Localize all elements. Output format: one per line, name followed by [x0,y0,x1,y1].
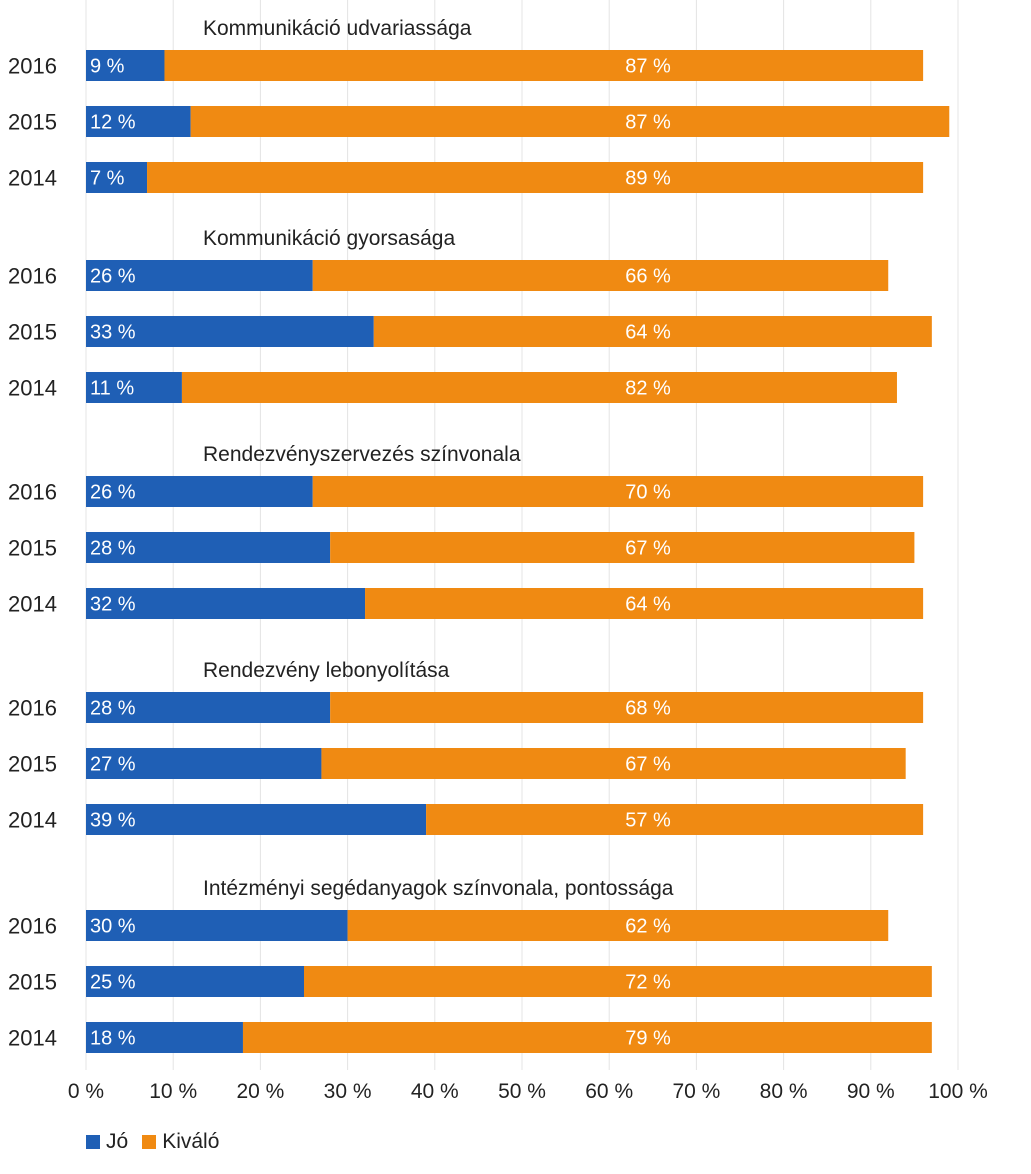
bar-jo [86,106,191,137]
year-label: 2015 [8,110,57,135]
year-label: 2016 [8,54,57,79]
data-label-jo: 28 % [90,698,136,720]
data-label-jo: 18 % [90,1028,136,1050]
bar-kivalo [312,260,889,291]
x-tick-label: 70 % [672,1080,720,1103]
x-tick-label: 80 % [760,1080,808,1103]
data-label-kivalo: 64 % [625,594,671,616]
bar-kivalo [330,532,915,563]
x-tick-label: 40 % [411,1080,459,1103]
x-tick-label: 0 % [68,1080,104,1103]
year-label: 2014 [8,376,57,401]
bar-jo [86,260,313,291]
data-label-kivalo: 87 % [625,56,671,78]
bar-kivalo [426,804,924,835]
data-label-jo: 11 % [90,378,134,400]
data-label-jo: 26 % [90,266,136,288]
data-label-jo: 12 % [90,112,136,134]
bar-kivalo [164,50,924,81]
x-tick-label: 30 % [324,1080,372,1103]
year-label: 2016 [8,696,57,721]
group-title: Rendezvény lebonyolítása [203,659,450,682]
legend-label-kivalo: Kiváló [162,1130,220,1153]
bar-jo [86,1022,243,1053]
bar-kivalo [312,476,924,507]
data-label-jo: 27 % [90,754,136,776]
year-label: 2014 [8,592,57,617]
stacked-bar-chart: Kommunikáció udvariassága 2016 9 % 87 % 2015… [8,0,988,1103]
x-tick-label: 20 % [236,1080,284,1103]
data-label-jo: 26 % [90,482,136,504]
bar-kivalo [330,692,924,723]
data-label-jo: 30 % [90,916,136,938]
data-label-jo: 9 % [90,56,125,78]
bar-jo [86,910,348,941]
legend-item-jo: Jó [86,1130,128,1154]
bar-jo [86,316,374,347]
bar-jo [86,692,331,723]
data-label-kivalo: 79 % [625,1028,671,1050]
bar-kivalo [347,910,889,941]
data-label-jo: 39 % [90,810,136,832]
x-tick-label: 10 % [149,1080,197,1103]
bar-kivalo [321,748,906,779]
data-label-kivalo: 62 % [625,916,671,938]
legend-item-kivalo: Kiváló [142,1130,219,1154]
bar-kivalo [365,588,924,619]
data-label-kivalo: 67 % [625,754,671,776]
year-label: 2016 [8,480,57,505]
x-tick-label: 100 % [928,1080,988,1103]
x-tick-label: 90 % [847,1080,895,1103]
year-label: 2015 [8,320,57,345]
year-label: 2014 [8,808,57,833]
year-label: 2015 [8,970,57,995]
group-title: Kommunikáció udvariassága [203,17,472,40]
data-label-jo: 28 % [90,538,136,560]
data-label-jo: 32 % [90,594,136,616]
year-label: 2014 [8,1026,57,1051]
bar-kivalo [373,316,932,347]
bar-jo [86,476,313,507]
group-title: Rendezvényszervezés színvonala [203,443,521,466]
bar-jo [86,748,322,779]
data-label-jo: 33 % [90,322,136,344]
bar-kivalo [147,162,924,193]
data-label-kivalo: 57 % [625,810,671,832]
data-label-kivalo: 87 % [625,112,671,134]
year-label: 2016 [8,264,57,289]
bar-kivalo [190,106,950,137]
bar-kivalo [242,1022,932,1053]
data-label-kivalo: 66 % [625,266,671,288]
bar-jo [86,372,182,403]
data-label-jo: 7 % [90,168,125,190]
data-label-kivalo: 72 % [625,972,671,994]
group-title: Kommunikáció gyorsasága [203,227,455,250]
year-label: 2015 [8,752,57,777]
legend: Jó Kiváló [86,1130,233,1154]
data-label-kivalo: 82 % [625,378,671,400]
bar-jo [86,50,165,81]
data-label-kivalo: 64 % [625,322,671,344]
legend-swatch-jo [86,1135,100,1149]
bar-jo [86,966,304,997]
data-label-kivalo: 70 % [625,482,671,504]
bar-jo [86,532,331,563]
bar-kivalo [304,966,932,997]
data-label-kivalo: 89 % [625,168,671,190]
data-label-kivalo: 67 % [625,538,671,560]
data-label-jo: 25 % [90,972,136,994]
year-label: 2016 [8,914,57,939]
group-title: Intézményi segédanyagok színvonala, pont… [203,877,674,900]
bar-jo [86,162,148,193]
x-tick-label: 50 % [498,1080,546,1103]
bar-jo [86,588,366,619]
year-label: 2015 [8,536,57,561]
x-tick-label: 60 % [585,1080,633,1103]
bar-jo [86,804,427,835]
legend-swatch-kivalo [142,1135,157,1149]
bar-kivalo [181,372,897,403]
year-label: 2014 [8,166,57,191]
data-label-kivalo: 68 % [625,698,671,720]
legend-label-jo: Jó [106,1130,129,1153]
